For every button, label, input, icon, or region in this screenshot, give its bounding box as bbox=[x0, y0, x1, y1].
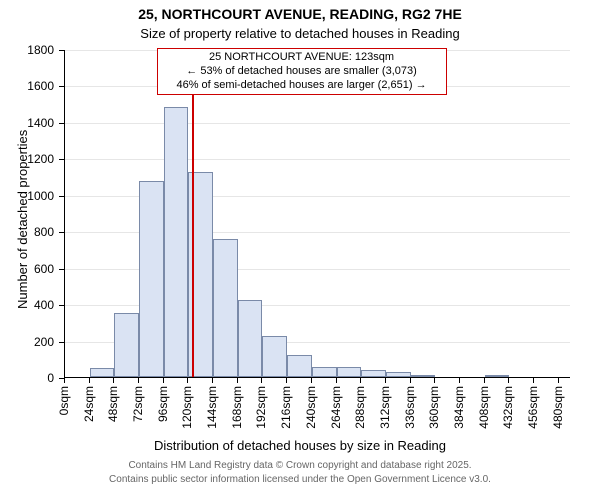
x-axis-label: Distribution of detached houses by size … bbox=[0, 438, 600, 453]
y-gridline bbox=[65, 123, 570, 124]
x-tick-label: 216sqm bbox=[279, 386, 293, 429]
histogram-bar bbox=[411, 375, 436, 377]
x-tick-mark bbox=[533, 378, 534, 383]
y-tick-label: 1400 bbox=[0, 116, 54, 130]
x-tick-mark bbox=[261, 378, 262, 383]
y-tick-mark bbox=[59, 232, 64, 233]
y-tick-mark bbox=[59, 86, 64, 87]
y-tick-mark bbox=[59, 305, 64, 306]
x-tick-mark bbox=[336, 378, 337, 383]
x-tick-mark bbox=[360, 378, 361, 383]
histogram-chart: 25, NORTHCOURT AVENUE, READING, RG2 7HE … bbox=[0, 0, 600, 500]
x-tick-mark bbox=[459, 378, 460, 383]
histogram-bar bbox=[238, 300, 263, 377]
x-tick-mark bbox=[113, 378, 114, 383]
x-tick-label: 168sqm bbox=[230, 386, 244, 429]
histogram-bar bbox=[213, 239, 238, 377]
y-tick-label: 800 bbox=[0, 225, 54, 239]
x-tick-label: 384sqm bbox=[452, 386, 466, 429]
histogram-bar bbox=[164, 107, 189, 377]
x-tick-label: 408sqm bbox=[477, 386, 491, 429]
plot-area: 25 NORTHCOURT AVENUE: 123sqm← 53% of det… bbox=[64, 50, 570, 378]
x-tick-mark bbox=[286, 378, 287, 383]
annotation-line: ← 53% of detached houses are smaller (3,… bbox=[162, 65, 442, 79]
x-tick-label: 480sqm bbox=[551, 386, 565, 429]
x-tick-label: 360sqm bbox=[427, 386, 441, 429]
y-tick-label: 400 bbox=[0, 298, 54, 312]
x-tick-mark bbox=[212, 378, 213, 383]
y-tick-label: 0 bbox=[0, 371, 54, 385]
y-tick-label: 1200 bbox=[0, 152, 54, 166]
y-tick-mark bbox=[59, 342, 64, 343]
histogram-bar bbox=[114, 313, 139, 377]
x-tick-mark bbox=[311, 378, 312, 383]
x-tick-mark bbox=[89, 378, 90, 383]
y-tick-mark bbox=[59, 269, 64, 270]
histogram-bar bbox=[312, 367, 337, 377]
y-tick-label: 1800 bbox=[0, 43, 54, 57]
x-tick-label: 192sqm bbox=[254, 386, 268, 429]
chart-title-main: 25, NORTHCOURT AVENUE, READING, RG2 7HE bbox=[0, 6, 600, 22]
x-tick-label: 0sqm bbox=[57, 386, 71, 415]
annotation-box: 25 NORTHCOURT AVENUE: 123sqm← 53% of det… bbox=[157, 48, 447, 95]
x-tick-mark bbox=[138, 378, 139, 383]
x-tick-label: 72sqm bbox=[131, 386, 145, 422]
x-tick-mark bbox=[434, 378, 435, 383]
x-tick-mark bbox=[484, 378, 485, 383]
histogram-bar bbox=[485, 375, 510, 377]
x-tick-label: 264sqm bbox=[329, 386, 343, 429]
y-tick-label: 200 bbox=[0, 335, 54, 349]
x-tick-mark bbox=[237, 378, 238, 383]
y-tick-label: 600 bbox=[0, 262, 54, 276]
property-marker-line bbox=[192, 50, 194, 377]
chart-title-sub: Size of property relative to detached ho… bbox=[0, 26, 600, 41]
y-tick-mark bbox=[59, 196, 64, 197]
x-tick-label: 120sqm bbox=[180, 386, 194, 429]
annotation-line: 46% of semi-detached houses are larger (… bbox=[162, 79, 442, 93]
x-tick-label: 456sqm bbox=[526, 386, 540, 429]
x-tick-label: 96sqm bbox=[156, 386, 170, 422]
histogram-bar bbox=[262, 336, 287, 377]
x-tick-label: 336sqm bbox=[403, 386, 417, 429]
x-tick-label: 48sqm bbox=[106, 386, 120, 422]
histogram-bar bbox=[337, 367, 362, 377]
x-tick-label: 240sqm bbox=[304, 386, 318, 429]
x-tick-label: 24sqm bbox=[82, 386, 96, 422]
annotation-line: 25 NORTHCOURT AVENUE: 123sqm bbox=[162, 51, 442, 65]
x-tick-label: 312sqm bbox=[378, 386, 392, 429]
histogram-bar bbox=[287, 355, 312, 377]
x-tick-label: 144sqm bbox=[205, 386, 219, 429]
y-tick-label: 1600 bbox=[0, 79, 54, 93]
attribution-line-1: Contains HM Land Registry data © Crown c… bbox=[0, 460, 600, 471]
y-tick-mark bbox=[59, 50, 64, 51]
x-tick-mark bbox=[64, 378, 65, 383]
x-tick-mark bbox=[558, 378, 559, 383]
x-tick-mark bbox=[163, 378, 164, 383]
y-gridline bbox=[65, 159, 570, 160]
y-tick-mark bbox=[59, 159, 64, 160]
histogram-bar bbox=[139, 181, 164, 377]
attribution-line-2: Contains public sector information licen… bbox=[0, 474, 600, 485]
x-tick-mark bbox=[385, 378, 386, 383]
histogram-bar bbox=[386, 372, 411, 377]
y-tick-label: 1000 bbox=[0, 189, 54, 203]
histogram-bar bbox=[90, 368, 115, 377]
x-tick-label: 432sqm bbox=[501, 386, 515, 429]
x-tick-mark bbox=[508, 378, 509, 383]
x-tick-label: 288sqm bbox=[353, 386, 367, 429]
x-tick-mark bbox=[410, 378, 411, 383]
x-tick-mark bbox=[187, 378, 188, 383]
histogram-bar bbox=[361, 370, 386, 377]
y-tick-mark bbox=[59, 123, 64, 124]
